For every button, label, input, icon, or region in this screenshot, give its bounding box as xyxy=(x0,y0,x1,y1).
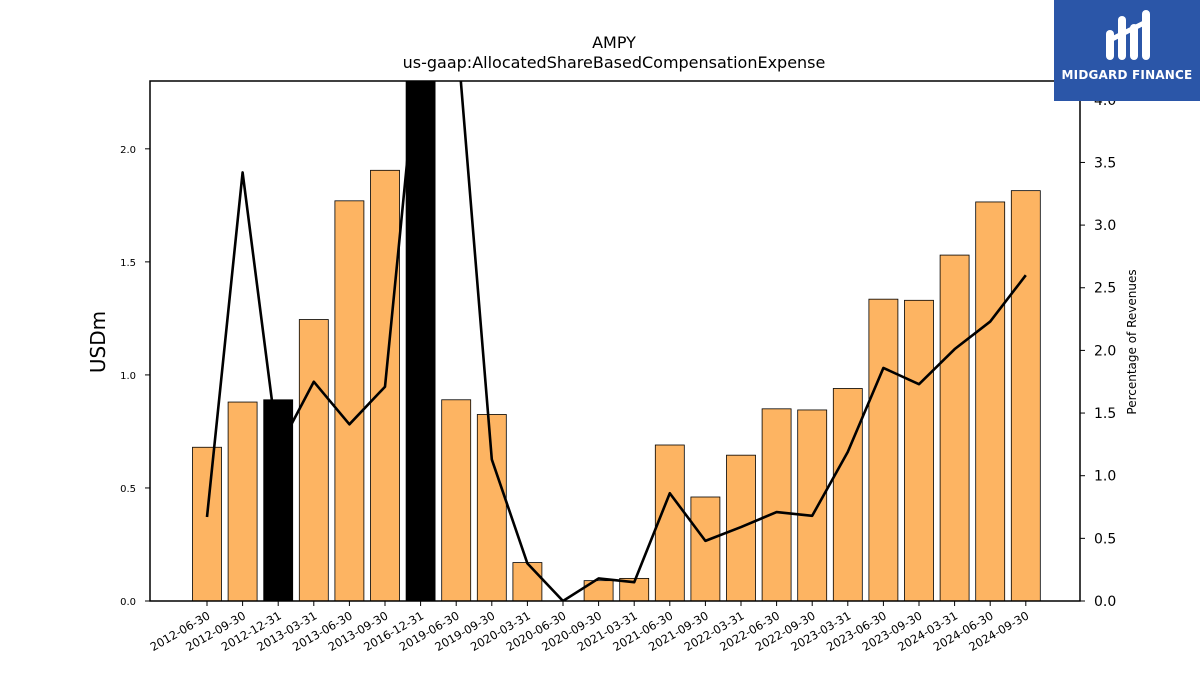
bar-2024-09-30 xyxy=(1010,190,1041,601)
y-tick-label: 0.0 xyxy=(120,597,136,608)
bar-2013-06-30 xyxy=(334,200,365,601)
x-axis: 2012-06-302012-09-302012-12-312013-03-31… xyxy=(148,601,1031,654)
y2-tick-label: 0.0 xyxy=(1094,594,1116,610)
bar-2019-09-30 xyxy=(476,414,507,601)
chart-title: AMPY xyxy=(592,33,636,52)
midgard-finance-logo: MIDGARD FINANCE xyxy=(1054,0,1200,101)
y2-tick-label: 1.5 xyxy=(1094,406,1116,422)
y-left-axis: 0.0 0.5 1.0 1.5 2.0 xyxy=(120,145,150,608)
bar-2013-03-31 xyxy=(298,319,329,601)
y2-tick-label: 3.0 xyxy=(1094,218,1116,234)
y2-tick-label: 0.5 xyxy=(1094,531,1116,547)
bar-2020-03-31 xyxy=(512,562,543,601)
bars xyxy=(192,81,1041,601)
y-tick-label: 2.0 xyxy=(120,145,136,156)
bar-2023-06-30 xyxy=(868,298,899,601)
logo-text: MIDGARD FINANCE xyxy=(1061,68,1193,82)
percentage-line xyxy=(205,81,1027,601)
y-right-axis: 0.00.51.01.52.02.53.03.54.0 xyxy=(1080,93,1116,610)
y-tick-label: 1.5 xyxy=(120,258,136,269)
y-tick-label: 1.0 xyxy=(120,371,136,382)
y2-tick-label: 2.0 xyxy=(1094,343,1116,359)
bar-2023-03-31 xyxy=(832,388,863,601)
bar-2022-06-30 xyxy=(761,408,792,601)
bar-2022-09-30 xyxy=(797,409,828,601)
plot-frame xyxy=(149,80,1081,602)
y2-tick-label: 3.5 xyxy=(1094,155,1116,171)
bar-2016-12-31 xyxy=(405,81,436,601)
bar-2024-03-31 xyxy=(939,254,970,601)
y-axis-label: USDm xyxy=(86,311,110,373)
bar-2024-06-30 xyxy=(975,201,1006,601)
bar-2019-06-30 xyxy=(441,399,472,601)
chart-subtitle: us-gaap:AllocatedShareBasedCompensationE… xyxy=(403,53,826,72)
bar-2012-06-30 xyxy=(192,446,222,601)
bar-2023-09-30 xyxy=(904,299,934,601)
bar-2021-09-30 xyxy=(690,496,721,601)
y-tick-label: 0.5 xyxy=(120,484,136,495)
y2-tick-label: 1.0 xyxy=(1094,469,1116,485)
line-layer xyxy=(205,81,1027,601)
bar-2021-06-30 xyxy=(654,444,685,601)
bar-2012-09-30 xyxy=(227,401,258,601)
midgard-logo-icon xyxy=(1106,10,1150,60)
y2-axis-label: Percentage of Revenues xyxy=(1125,269,1139,414)
y2-tick-label: 2.5 xyxy=(1094,281,1116,297)
